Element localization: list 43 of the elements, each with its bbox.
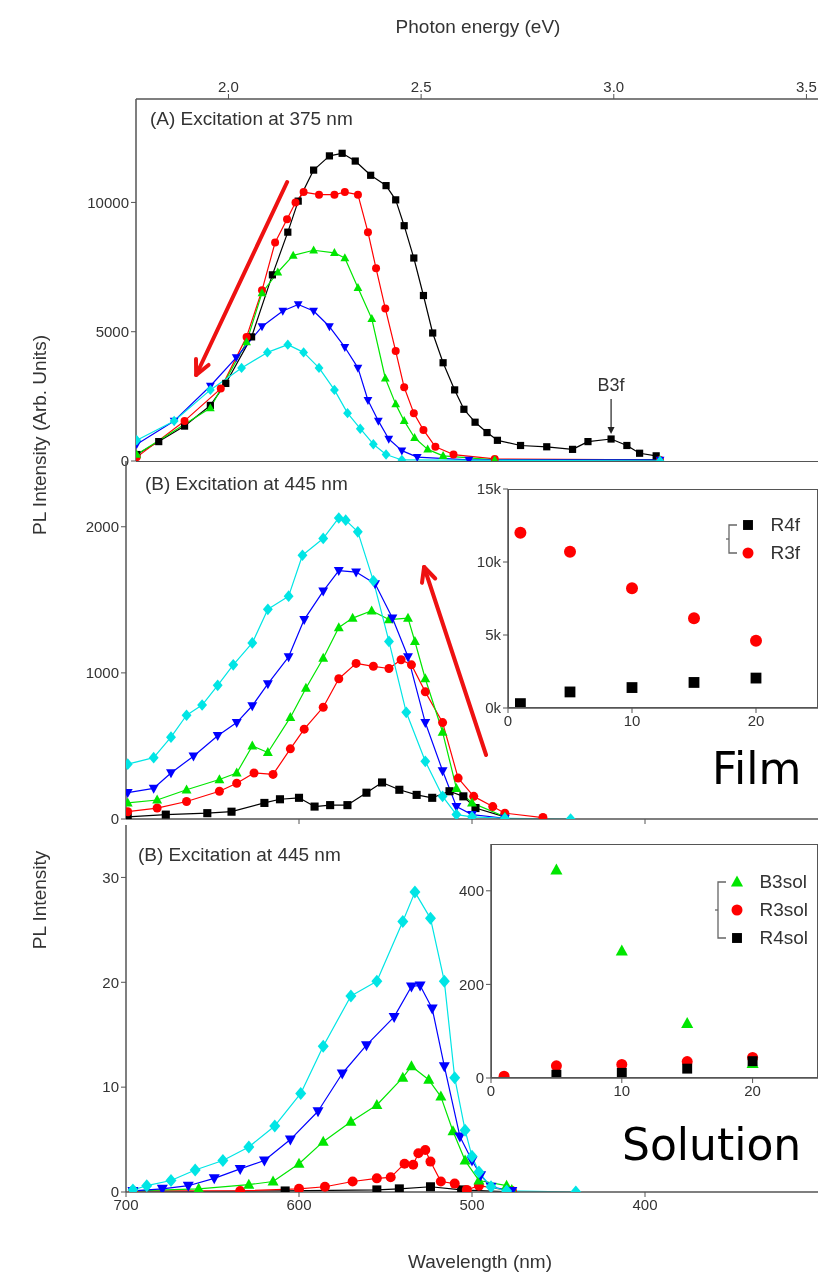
legend-label: R4sol — [759, 927, 808, 949]
y-tick-label: 0 — [110, 1183, 119, 1201]
x-tick-label: 3.0 — [603, 78, 625, 95]
legend-label: R3f — [770, 542, 800, 564]
legend-label: R3sol — [759, 899, 808, 921]
x-tick-label: 3.5 — [796, 78, 817, 95]
y-tick-label: 0 — [110, 810, 119, 828]
x-tick-label: 500 — [459, 1195, 485, 1213]
y-tick-label: 2000 — [85, 518, 119, 536]
y-axis-title: PL Intensity (Arb. Units) — [29, 335, 51, 535]
y-tick-label: 400 — [458, 882, 484, 900]
x-tick-label: 400 — [632, 1195, 658, 1213]
legend-label: R4f — [770, 514, 800, 536]
x-axis-title: Wavelength (nm) — [408, 1251, 552, 1273]
annotation: Film — [712, 743, 802, 794]
y-tick-label: 1000 — [85, 664, 119, 682]
x-tick-label: 0 — [503, 711, 513, 729]
text: (B) Excitation at 445 nm — [145, 473, 348, 495]
x-tick-label: 10 — [613, 1081, 631, 1099]
x-tick-label: 20 — [747, 711, 765, 729]
y-tick-label: 10000 — [87, 193, 129, 211]
y-tick-label: 20 — [102, 973, 119, 991]
y-tick-label: 5k — [485, 626, 502, 644]
y-tick-label: 10k — [476, 553, 502, 571]
annotation: Solution — [622, 1119, 802, 1170]
y-tick-label: 15k — [476, 480, 502, 498]
y-tick-label: 0k — [485, 699, 502, 717]
y-axis-title: PL Intensity — [29, 850, 51, 950]
legend-label: B3sol — [759, 871, 807, 893]
text: (B) Excitation at 445 nm — [138, 844, 341, 866]
y-tick-label: 0 — [120, 452, 129, 470]
text: (A) Excitation at 375 nm — [150, 108, 353, 130]
annotation: B3f — [597, 375, 626, 396]
x-tick-label: 10 — [623, 711, 641, 729]
x-tick-label: 2.5 — [410, 78, 432, 95]
y-tick-label: 200 — [458, 975, 484, 993]
x-tick-label: 600 — [286, 1195, 312, 1213]
x-axis-title: Photon energy (eV) — [395, 16, 561, 38]
y-tick-label: 5000 — [95, 323, 129, 341]
y-tick-label: 30 — [102, 868, 119, 886]
y-tick-label: 0 — [475, 1069, 484, 1087]
x-tick-label: 2.0 — [218, 78, 239, 95]
x-tick-label: 20 — [744, 1081, 761, 1099]
